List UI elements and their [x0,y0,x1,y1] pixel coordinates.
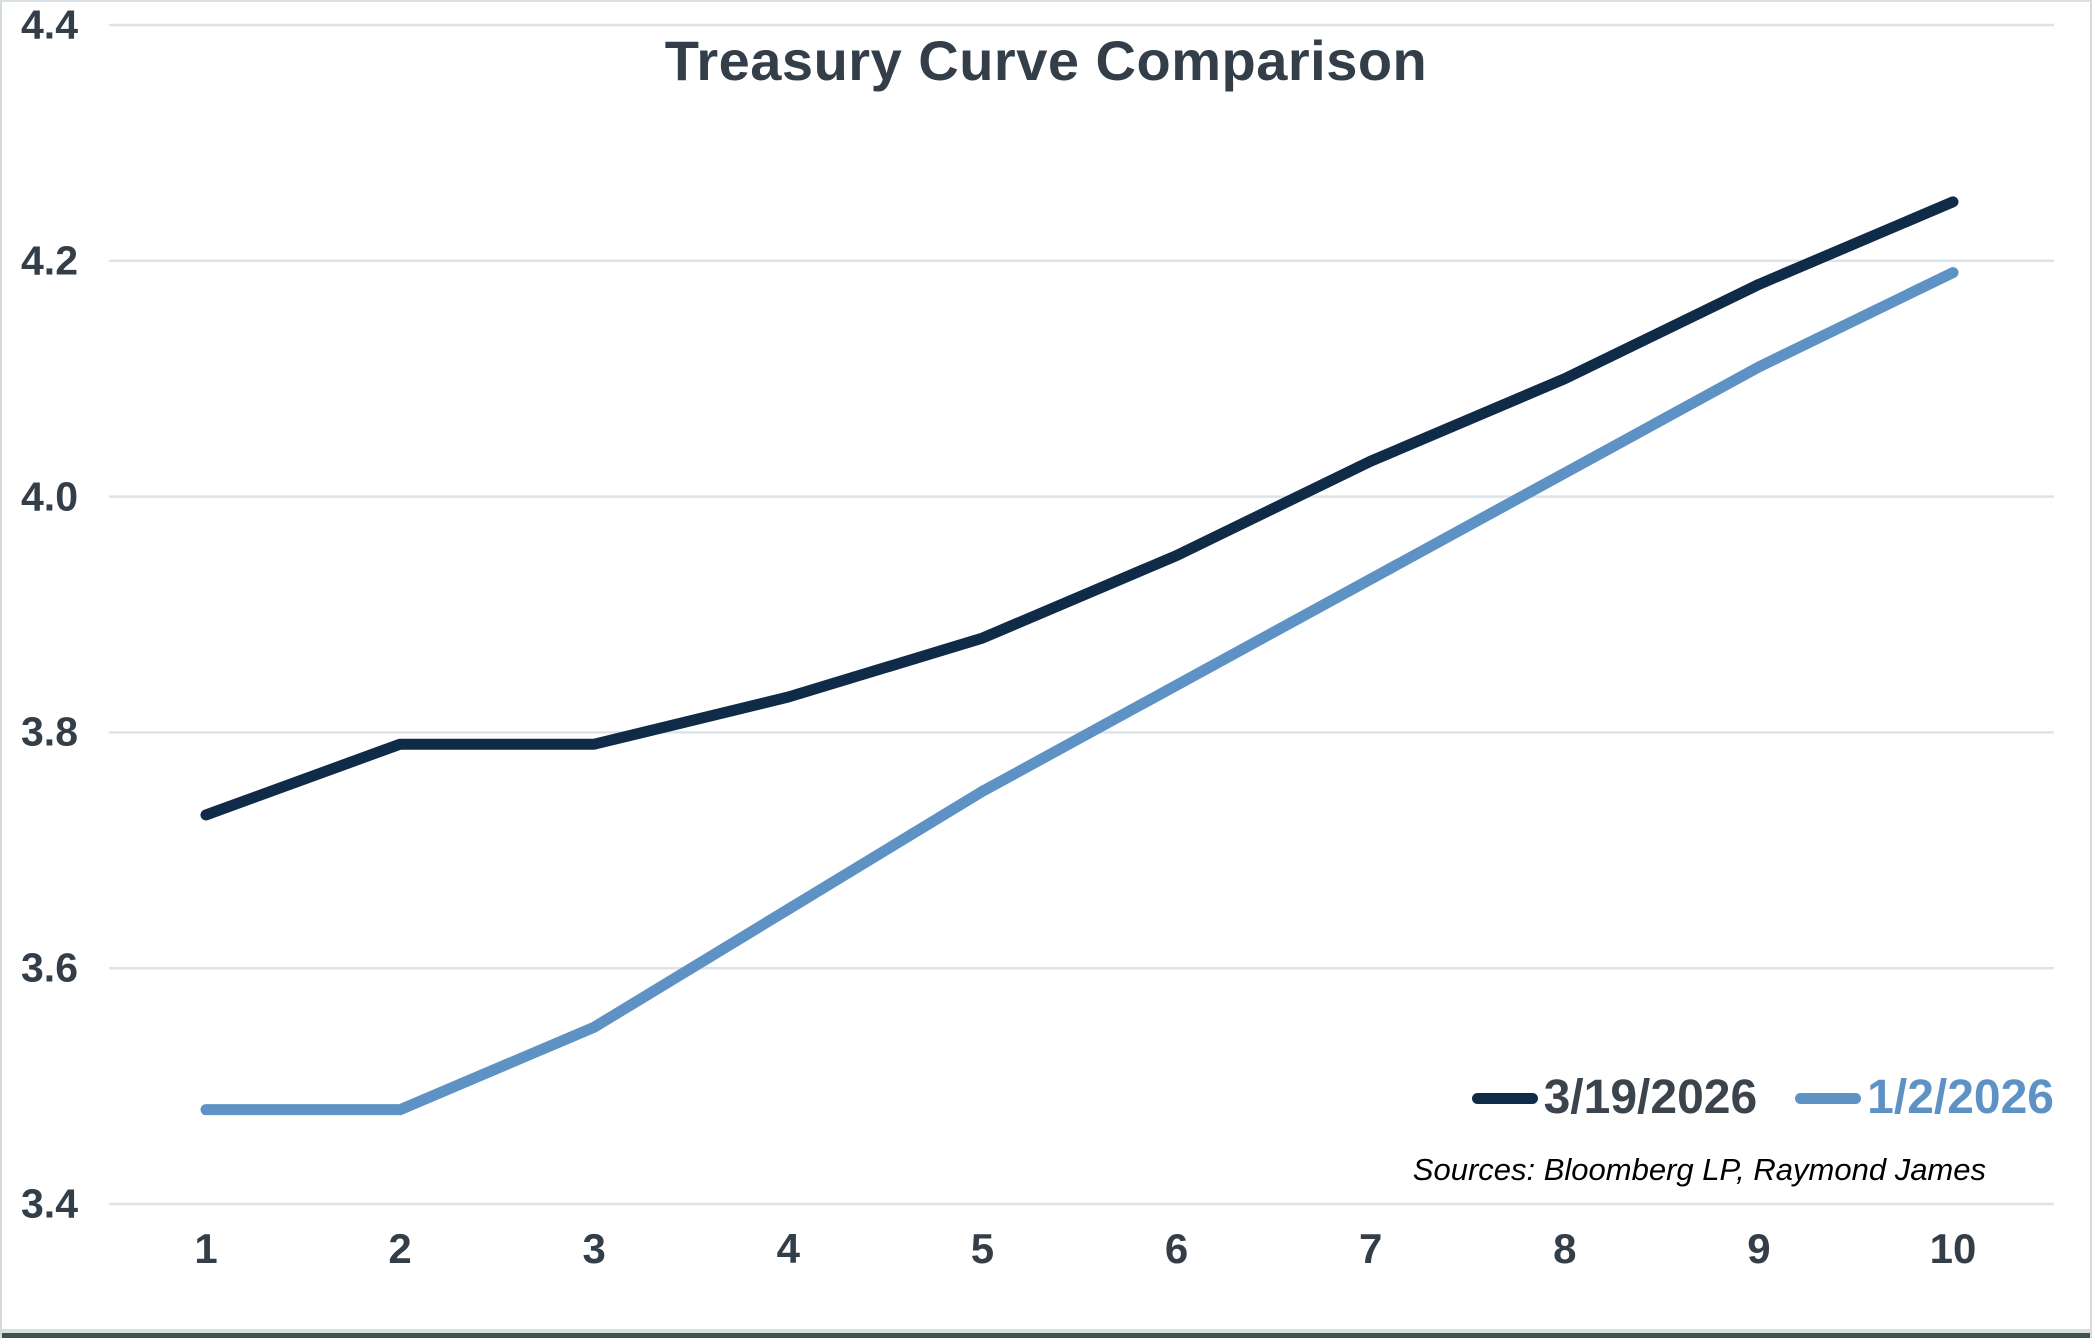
y-tick-label-4.4: 4.4 [21,1,78,48]
legend-item-series-1: 3/19/2026 [1471,1071,1758,1124]
x-tick-label-3: 3 [582,1225,606,1272]
x-tick-label-2: 2 [388,1225,412,1272]
y-tick-label-4.0: 4.0 [21,473,78,520]
legend-label-series-1: 3/19/2026 [1543,1071,1758,1124]
x-tick-label-10: 10 [1929,1225,1977,1272]
y-tick-label-3.8: 3.8 [21,708,78,755]
bottom-dark-border [2,1333,2090,1338]
chart-title: Treasury Curve Comparison [664,29,1428,92]
legend: 3/19/2026 1/2/2026 [1471,1071,2054,1124]
x-tick-label-9: 9 [1747,1225,1771,1272]
x-tick-label-4: 4 [776,1225,800,1272]
legend-line-swatch-blue [1795,1092,1862,1104]
x-tick-label-7: 7 [1358,1225,1383,1272]
legend-line-swatch-dark [1471,1092,1538,1104]
y-tick-label-4.2: 4.2 [21,237,78,284]
legend-label-series-2: 1/2/2026 [1867,1071,2054,1124]
source-note: Sources: Bloomberg LP, Raymond James [1412,1152,1986,1187]
x-tick-label-8: 8 [1553,1225,1577,1272]
x-tick-label-6: 6 [1164,1225,1189,1272]
series-line-3/19/2026 [200,196,1959,821]
x-tick-label-5: 5 [970,1225,995,1272]
y-tick-label-3.6: 3.6 [21,944,78,991]
x-tick-label-1: 1 [194,1225,218,1272]
legend-item-series-2: 1/2/2026 [1795,1074,2054,1122]
series-line-1/2/2026 [200,267,1959,1116]
y-tick-label-3.4: 3.4 [21,1180,78,1227]
bottom-light-divider [2,1329,2090,1333]
